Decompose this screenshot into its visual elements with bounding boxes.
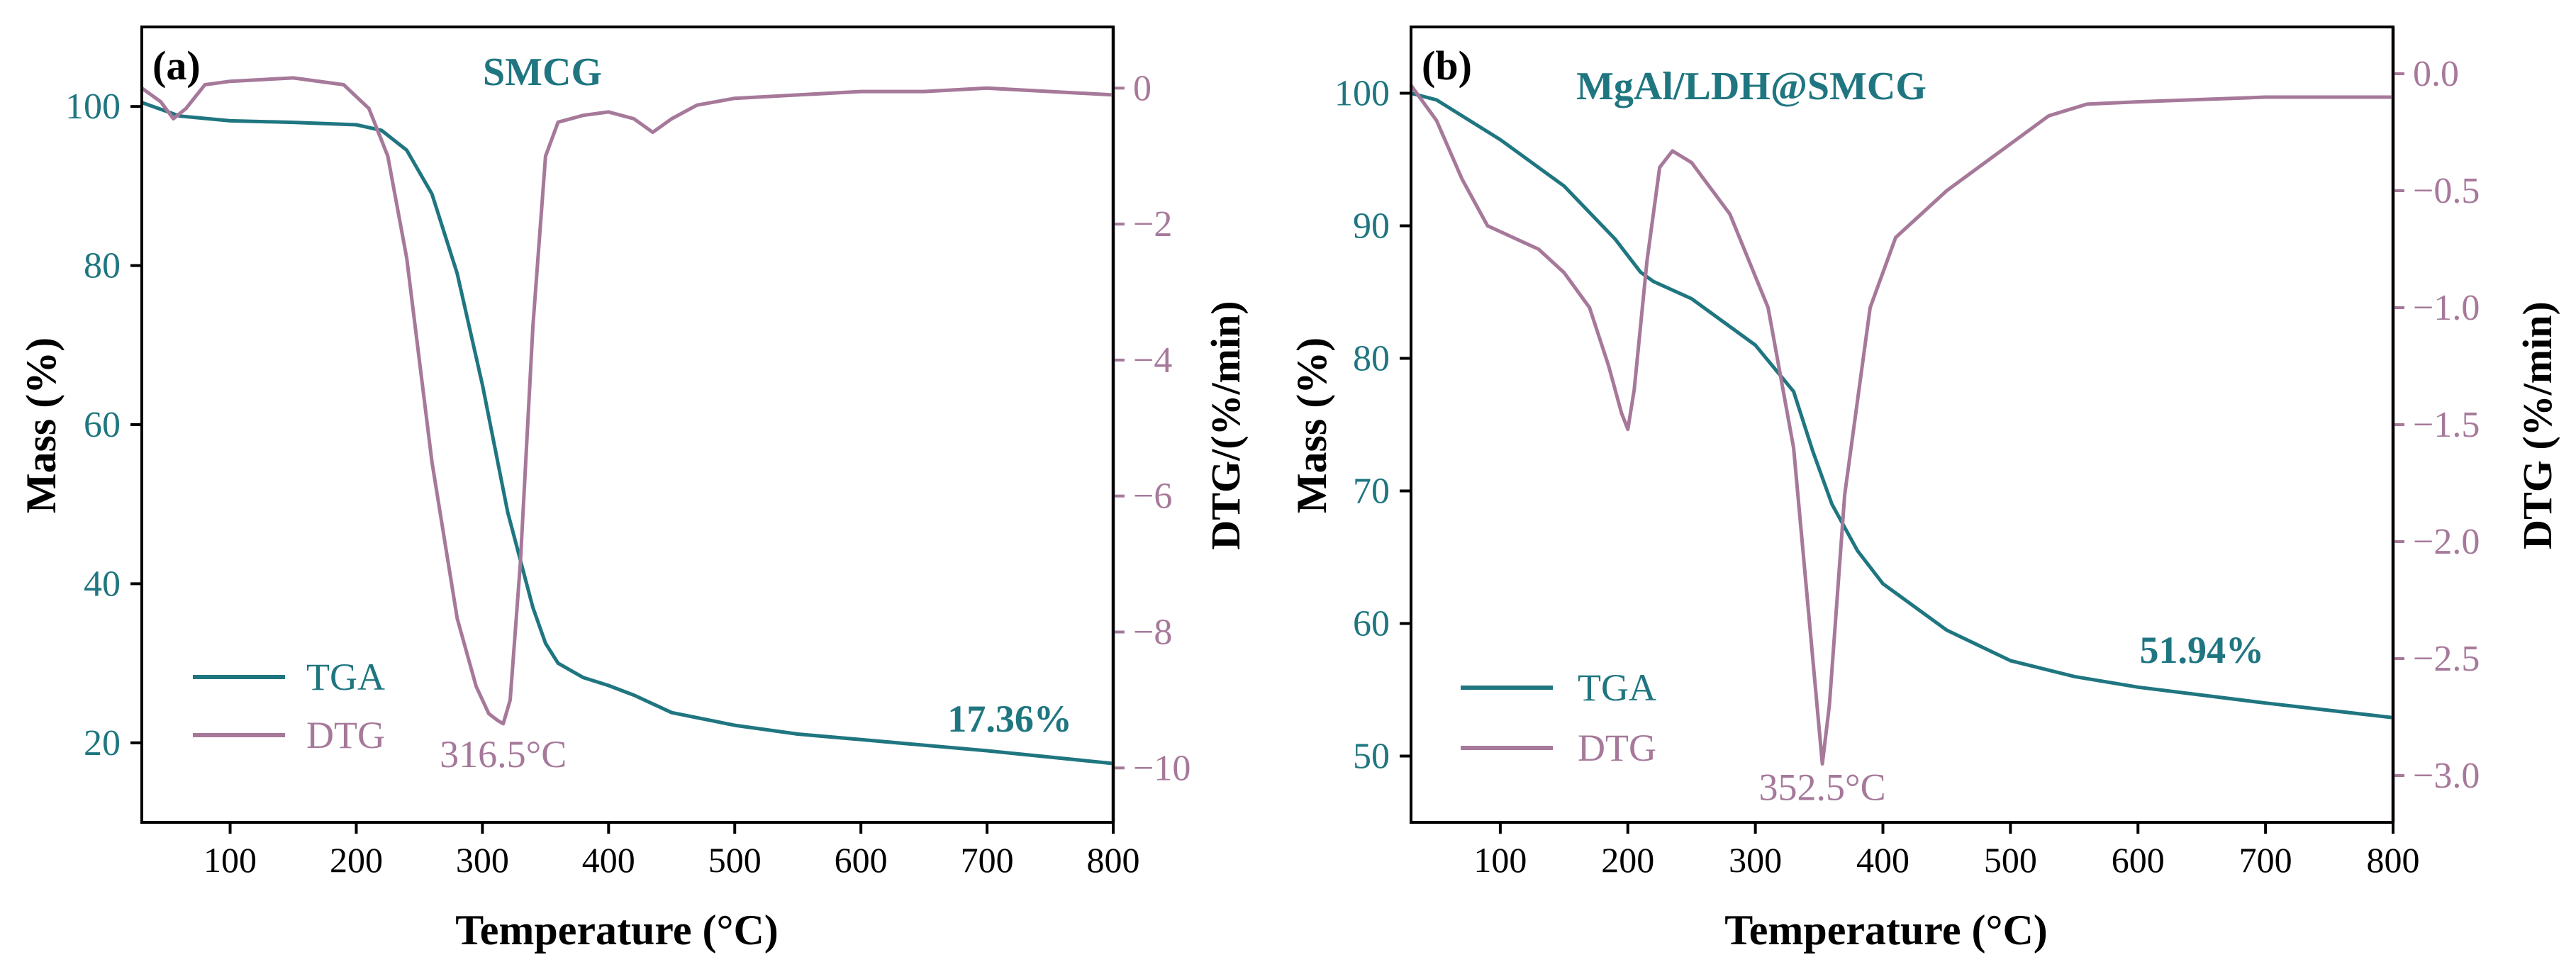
panel-b-y-right-tick-label: −1.5 [2413,405,2480,445]
panel-b-x-tick-label: 300 [1729,840,1782,880]
panel-b-y-right-tick-label: −2.5 [2413,639,2480,679]
panel-b-y-right-tick-label: −3.0 [2413,756,2480,796]
panel-b-y-left-tick-label: 100 [1334,74,1390,114]
panel-a-label: (a) [152,43,201,89]
panel-b-ylabel-left: Mass (%) [1288,337,1335,513]
panel-a-frame [140,26,1115,824]
panel-b-dtg-line [1409,84,2393,766]
panel-b-title: MgAl/LDH@SMCG [1576,65,1927,108]
panel-a-y-right-tick-label: 0 [1133,68,1152,108]
panel-a-dtg-line [140,76,1114,726]
panel-a-title: SMCG [483,50,602,94]
panel-a-annotation: 17.36% [947,698,1072,740]
panel-a-y-right-tick-label: −8 [1133,612,1172,652]
panel-b-y-left-tick-label: 70 [1353,471,1390,512]
panel-a-legend-tga-label: TGA [306,656,385,698]
panel-a-xlabel: Temperature (°C) [455,907,779,953]
panel-b: 100 200 300 400 500 600 700 800 50 60 70 80 90 100 0.0… [1288,26,2560,953]
panel-a-x-tick-label: 400 [582,840,635,880]
panel-b-xlabel: Temperature (°C) [1724,907,2048,953]
panel-b-label: (b) [1422,43,1472,89]
panel-a-ylabel-right: DTG/(%/min) [1203,301,1249,549]
panel-b-x-tick-label: 400 [1856,840,1909,880]
panel-b-y-left-tick-label: 60 [1353,604,1390,644]
panel-b-x-tick-label: 500 [1984,840,2037,880]
panel-a-y-left-tick-label: 60 [84,405,121,445]
panel-a-legend: TGA DTG [193,656,385,756]
panel-a-y-left-tick-label: 20 [84,723,121,764]
panel-a-y-left-tick-label: 40 [84,564,121,604]
panel-b-y-left-tick-label: 90 [1353,206,1390,247]
panel-a-y-left-tick-label: 80 [84,246,121,286]
panel-a-y-right-tick-label: −4 [1133,340,1172,381]
panel-a-y-left-tick-label: 100 [65,86,121,127]
panel-b-tga-line [1410,91,2394,720]
panel-b-ylabel-right: DTG (%/min) [2514,301,2560,549]
panel-b-frame [1410,26,2394,824]
panel-b-plot-area: 100 200 300 400 500 600 700 800 50 60 70 80 90 100 0.0… [1334,27,2480,880]
panel-b-y-right-tick-label: −1.0 [2413,288,2480,328]
panel-b-legend: TGA DTG [1461,666,1656,769]
panel-b-y-right-tick-label: 0.0 [2413,54,2459,94]
panel-b-annotation: 352.5°C [1759,766,1886,809]
panel-a-ylabel-left: Mass (%) [18,337,65,513]
panel-a: 100 200 300 400 500 600 700 800 20 40 60 80 100 0 −2 −4… [18,26,1249,953]
panel-a-x-tick-label: 600 [835,840,888,880]
panel-b-y-right-tick-label: −0.5 [2413,171,2480,211]
panel-a-legend-dtg-label: DTG [306,714,385,756]
panel-b-x-tick-label: 800 [2367,840,2420,880]
panel-a-tga-line [141,101,1114,766]
panel-b-y-left-tick-label: 80 [1353,339,1390,379]
panel-a-plot-area: 100 200 300 400 500 600 700 800 20 40 60 80 100 0 −2 −4… [65,27,1191,880]
panel-a-annotation: 316.5°C [440,733,567,776]
panel-a-x-tick-label: 100 [203,840,257,880]
panel-a-y-right-tick-label: −6 [1133,476,1172,517]
panel-b-legend-tga-label: TGA [1578,666,1656,709]
panel-a-x-tick-label: 500 [708,840,762,880]
panel-b-x-tick-label: 100 [1473,840,1527,880]
panel-b-annotation: 51.94% [2139,629,2264,671]
panel-b-legend-dtg-label: DTG [1578,727,1656,769]
panel-a-x-tick-label: 700 [961,840,1014,880]
panel-b-y-left-tick-label: 50 [1353,737,1390,777]
panel-b-x-tick-label: 200 [1601,840,1654,880]
panel-a-x-tick-label: 800 [1087,840,1140,880]
panel-b-x-tick-label: 700 [2239,840,2292,880]
panel-a-x-tick-label: 300 [456,840,509,880]
panel-a-y-right-tick-label: −2 [1133,204,1172,245]
panel-b-x-tick-label: 600 [2112,840,2165,880]
panel-a-x-tick-label: 200 [330,840,383,880]
panel-a-y-right-tick-label: −10 [1133,748,1191,788]
panel-b-y-right-tick-label: −2.0 [2413,522,2480,562]
